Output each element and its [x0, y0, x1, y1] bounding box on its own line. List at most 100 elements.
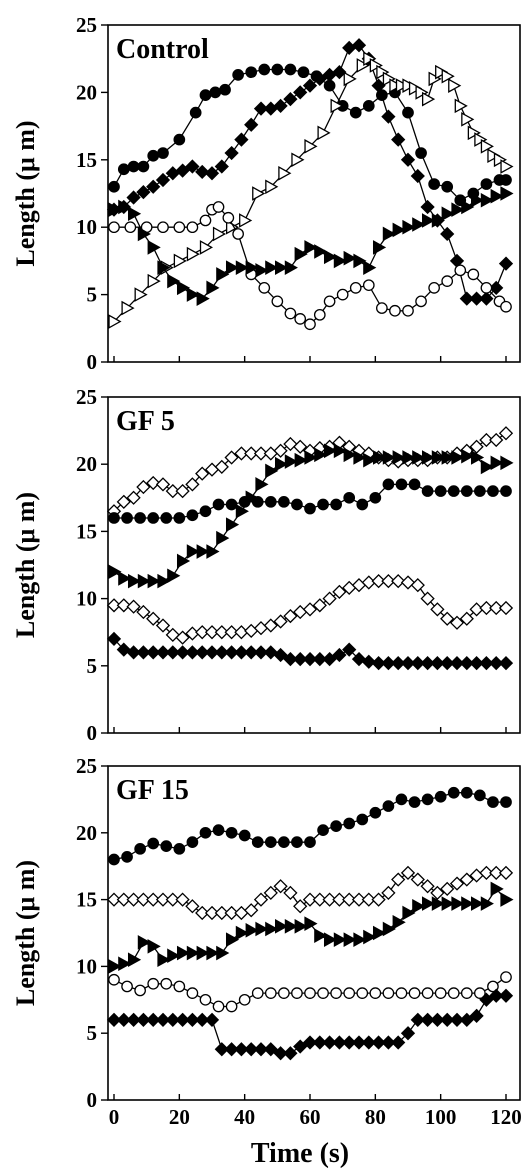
- y-tick-label-0: 0: [87, 721, 98, 745]
- series-3-point-22: [395, 987, 408, 999]
- series-0-point-26: [428, 178, 440, 190]
- series-4-point-10: [206, 280, 220, 296]
- series-3-point-25: [434, 987, 447, 999]
- series-4-point-19: [293, 651, 308, 667]
- series-2-point-30: [500, 485, 512, 497]
- series-0-point-24: [402, 106, 414, 119]
- series-3-point-5: [173, 980, 186, 993]
- series-4-point-14: [244, 1042, 259, 1057]
- x-tick-label-2: 40: [234, 1105, 255, 1129]
- series-3-point-28: [474, 987, 486, 999]
- series-0-point-24: [421, 793, 434, 806]
- series-4-point-33: [431, 213, 445, 228]
- series-0-point-10: [219, 83, 231, 96]
- series-2-point-36: [467, 125, 481, 141]
- series-1-point-13: [234, 905, 249, 921]
- series-2-point-28: [474, 485, 486, 497]
- series-3-point-0: [108, 973, 120, 986]
- series-2-point-22: [395, 478, 408, 491]
- series-2-point-26: [363, 929, 377, 945]
- series-3-point-4: [173, 221, 186, 234]
- series-1-point-37: [470, 450, 485, 465]
- series-4-point-13: [234, 645, 249, 660]
- series-2-point-3: [137, 935, 151, 950]
- series-1-point-21: [314, 447, 328, 463]
- series-4-point-6: [167, 273, 181, 289]
- series-4-point-25: [351, 1035, 367, 1050]
- series-4-point-8: [185, 1012, 200, 1027]
- series-3-point-22: [322, 591, 337, 606]
- series-0-point-11: [251, 836, 264, 849]
- series-3-point-21: [362, 279, 375, 292]
- series-4-point-22: [323, 249, 338, 265]
- series-1-point-8: [186, 544, 200, 559]
- series-1-point-29: [391, 872, 406, 887]
- series-2-point-1: [118, 956, 132, 972]
- x-tick-label-5: 100: [425, 1105, 457, 1129]
- series-4-point-14: [244, 645, 259, 660]
- series-3-point-7: [175, 630, 190, 645]
- series-4-point-38: [479, 655, 494, 671]
- series-2-point-0: [108, 314, 122, 329]
- series-4-point-4: [147, 240, 161, 255]
- series-1-point-16: [263, 885, 278, 901]
- series-1-point-30: [400, 152, 416, 167]
- series-0-point-4: [147, 149, 160, 162]
- series-4-point-30: [402, 219, 416, 235]
- series-4-point-7: [176, 280, 191, 296]
- series-1-point-38: [479, 865, 494, 880]
- series-2-point-12: [225, 932, 240, 947]
- series-2-point-11: [252, 186, 266, 201]
- series-0-point-1: [116, 494, 131, 509]
- series-2-point-27: [408, 81, 423, 96]
- series-4-point-15: [255, 263, 269, 278]
- series-1-point-17: [273, 98, 288, 113]
- series-4-point-23: [333, 253, 347, 269]
- series-1-point-28: [381, 109, 396, 124]
- y-tick-label-5: 25: [76, 13, 97, 37]
- series-4-point-28: [382, 226, 396, 242]
- series-4-point-18: [283, 1046, 298, 1061]
- series-3-point-32: [420, 591, 435, 606]
- series-1-point-39: [489, 280, 504, 295]
- series-4-point-0: [108, 202, 122, 217]
- series-0-point-6: [186, 836, 199, 849]
- series-4-point-7: [175, 645, 190, 660]
- series-4-point-17: [274, 260, 289, 275]
- series-4-point-0: [106, 1012, 122, 1027]
- y-tick-label-3: 15: [76, 519, 97, 543]
- series-0-point-14: [271, 63, 284, 76]
- series-1-point-12: [225, 517, 240, 532]
- series-2-point-36: [461, 896, 475, 911]
- series-1-point-24: [343, 447, 357, 463]
- series-1-point-3: [137, 573, 151, 589]
- series-1-point-19: [294, 452, 308, 468]
- series-1-point-7: [176, 553, 191, 569]
- series-3-point-27: [371, 574, 386, 589]
- series-2-point-7: [176, 945, 191, 961]
- series-4-point-37: [469, 655, 484, 671]
- series-4-point-30: [400, 655, 416, 671]
- series-4-point-39: [490, 188, 504, 204]
- series-4-point-31: [412, 217, 426, 232]
- series-2-point-22: [323, 932, 338, 947]
- series-2-point-20: [304, 916, 318, 931]
- y-tick-label-2: 10: [76, 587, 97, 611]
- series-2-point-16: [317, 498, 329, 511]
- series-1-point-40: [498, 865, 514, 880]
- series-2-point-0: [108, 959, 122, 974]
- series-3-point-3: [157, 221, 169, 234]
- series-0-point-2: [126, 490, 141, 505]
- series-4-point-12: [225, 260, 240, 275]
- series-1-point-28: [382, 450, 396, 465]
- series-3-point-0: [106, 598, 122, 613]
- series-0-point-12: [264, 836, 277, 849]
- series-4-point-22: [322, 651, 337, 667]
- series-3-point-9: [222, 211, 235, 224]
- series-2-point-10: [206, 945, 220, 961]
- series-3-point-20: [369, 987, 382, 999]
- series-2-point-17: [330, 498, 342, 511]
- series-4-point-28: [381, 1035, 396, 1050]
- series-4-point-16: [263, 1042, 278, 1057]
- series-2-point-13: [278, 495, 290, 508]
